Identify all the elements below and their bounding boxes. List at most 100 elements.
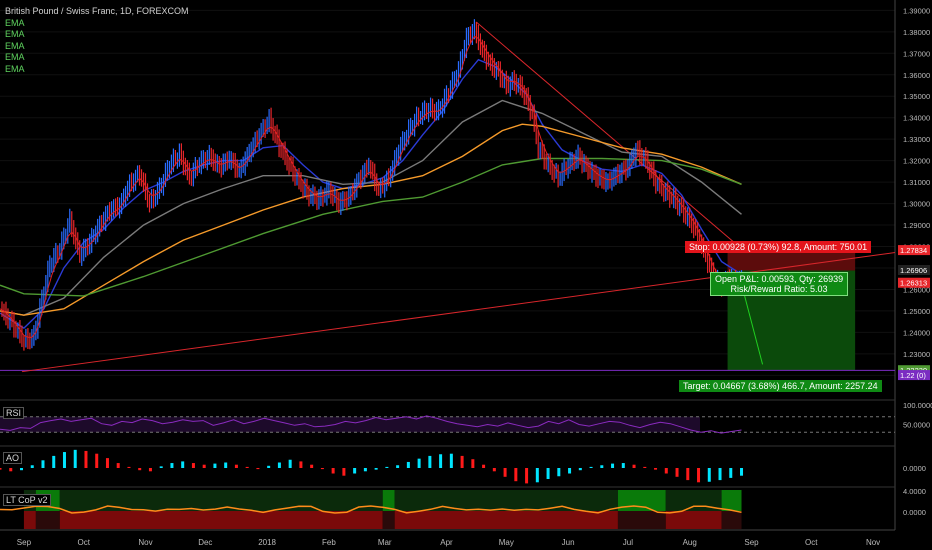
ao-bar — [546, 468, 550, 479]
ao-bar — [95, 453, 99, 468]
lt-zone — [394, 511, 618, 529]
x-tick-label: Aug — [683, 538, 697, 547]
x-tick-label: Oct — [805, 538, 818, 547]
ao-bar — [245, 466, 249, 468]
ao-bar — [127, 466, 131, 468]
price-tag-text: 1.26906 — [900, 266, 927, 275]
rsi-label[interactable]: RSI — [3, 407, 25, 419]
x-tick-label: 2018 — [258, 538, 276, 547]
lt-zone — [617, 511, 666, 529]
ema-line — [0, 35, 742, 338]
ao-bar — [654, 468, 658, 470]
ao-bar — [9, 468, 13, 472]
x-tick-label: Nov — [866, 538, 880, 547]
ao-bar — [740, 468, 744, 476]
lt-zone — [382, 490, 395, 511]
lt-zone — [721, 490, 742, 511]
y-tick-label: 1.39000 — [903, 6, 930, 15]
x-tick-label: Oct — [77, 538, 90, 547]
price-tag — [898, 265, 930, 276]
ao-bar — [310, 464, 314, 468]
y-tick-label: 1.36000 — [903, 71, 930, 80]
price-tag — [898, 277, 930, 288]
lt-zone — [35, 511, 60, 529]
lt-zone — [382, 511, 395, 529]
x-tick-label: Apr — [440, 538, 453, 547]
ao-bar — [589, 466, 593, 468]
ao-bar — [697, 468, 701, 483]
rsi-tick-label: 100.0000 — [903, 401, 932, 410]
ao-bar — [374, 468, 378, 470]
target-label[interactable]: Target: 0.04667 (3.68%) 466.7, Amount: 2… — [679, 380, 882, 392]
ao-bar — [181, 461, 185, 468]
ao-bar — [686, 468, 690, 481]
ao-bar — [460, 455, 464, 468]
stop-zone — [727, 250, 856, 271]
ao-bar — [170, 463, 174, 468]
lt-tick-label: 4.0000 — [903, 487, 926, 496]
ao-label[interactable]: AO — [3, 452, 23, 464]
ao-bar — [707, 468, 711, 482]
ao-bar — [471, 459, 475, 468]
ema-label: EMA — [5, 52, 25, 62]
price-tag — [898, 245, 930, 256]
x-tick-label: Dec — [198, 538, 212, 547]
y-tick-label: 1.23000 — [903, 350, 930, 359]
rsi-tick-label: 50.0000 — [903, 421, 930, 430]
x-tick-label: May — [499, 538, 514, 547]
lt-tick-label: 0.0000 — [903, 508, 926, 517]
stop-label[interactable]: Stop: 0.00928 (0.73%) 92.8, Amount: 750.… — [685, 241, 872, 253]
ao-bar — [116, 463, 120, 468]
ao-bar — [256, 468, 260, 470]
ao-bar — [224, 462, 228, 468]
ao-bar — [73, 449, 77, 468]
lt-zone — [721, 511, 742, 529]
ema-label: EMA — [5, 17, 25, 28]
ao-bar — [578, 468, 582, 471]
ao-bar — [19, 468, 23, 471]
ao-bar — [557, 468, 561, 477]
ao-bar — [138, 468, 142, 471]
ao-bar — [729, 468, 733, 478]
ao-bar — [406, 461, 410, 468]
lt-line — [0, 505, 742, 514]
ao-bar — [439, 454, 443, 468]
ao-bar — [664, 468, 668, 474]
y-tick-label: 1.29000 — [903, 221, 930, 230]
pnl-box[interactable]: Open P&L: 0.00593, Qty: 26939 Risk/Rewar… — [710, 272, 849, 296]
y-tick-label: 1.33000 — [903, 135, 930, 144]
ao-bar — [643, 466, 647, 468]
x-tick-label: Jun — [562, 538, 575, 547]
ao-tick-label: 0.0000 — [903, 464, 926, 473]
ao-bar — [84, 450, 88, 468]
price-tag-text: 1.27834 — [900, 246, 927, 255]
lt-cop-label[interactable]: LT CoP v2 — [3, 494, 51, 506]
symbol-title: British Pound / Swiss Franc, 1D, FOREXCO… — [5, 6, 189, 16]
lt-zone — [617, 490, 666, 511]
ema-line — [0, 157, 742, 297]
ao-bar — [62, 452, 66, 468]
x-tick-label: Sep — [744, 538, 759, 547]
y-tick-label: 1.31000 — [903, 178, 930, 187]
ao-bar — [492, 468, 496, 472]
ao-bar — [159, 466, 163, 468]
ao-bar — [535, 468, 539, 483]
chart-legend: British Pound / Swiss Franc, 1D, FOREXCO… — [5, 6, 189, 75]
ao-bar — [148, 468, 152, 472]
y-tick-label: 1.32000 — [903, 157, 930, 166]
ao-bar — [105, 458, 109, 468]
ao-bar — [675, 468, 679, 477]
ema-label: EMA — [5, 40, 25, 51]
ao-bar — [342, 468, 346, 476]
ao-bar — [30, 465, 34, 468]
price-tag — [898, 370, 930, 381]
y-tick-label: 1.38000 — [903, 28, 930, 37]
ao-bar — [632, 464, 636, 468]
ao-bar — [482, 464, 486, 468]
y-tick-label: 1.24000 — [903, 328, 930, 337]
y-tick-label: 1.30000 — [903, 200, 930, 209]
ao-bar — [299, 461, 303, 468]
ao-bar — [514, 468, 518, 482]
price-tag-text: 1.26313 — [900, 279, 927, 288]
